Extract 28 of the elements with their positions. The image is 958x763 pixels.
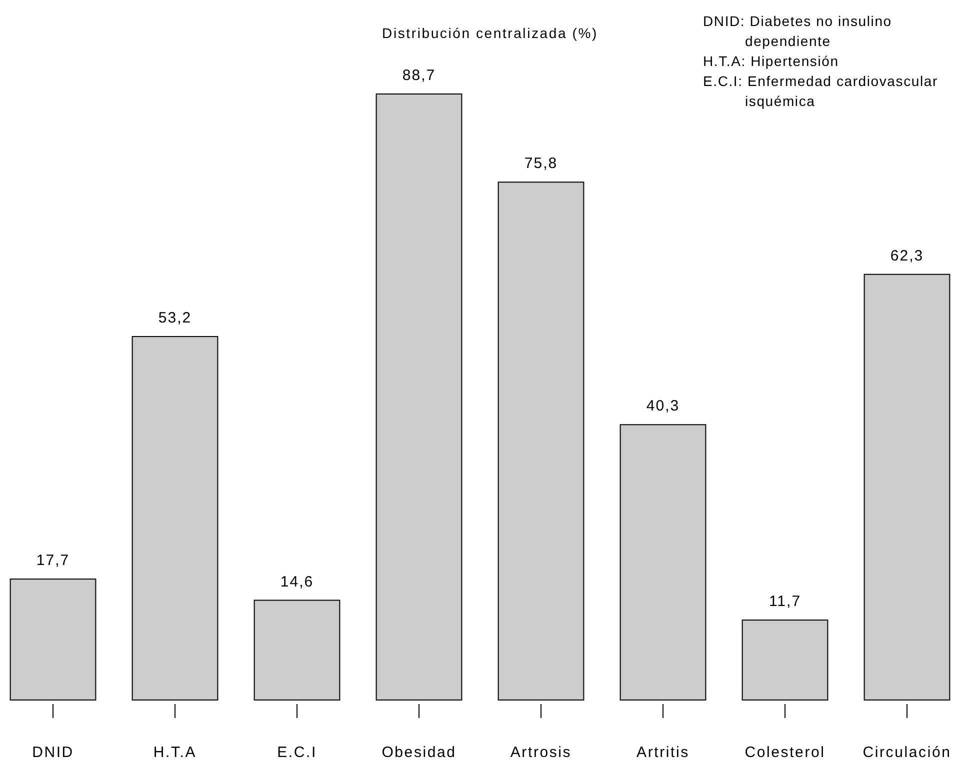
- annotation: E.C.I: Enfermedad cardiovascular isquémica: [703, 73, 938, 109]
- bar: [10, 578, 96, 700]
- x-tick-label: E.C.I: [277, 744, 317, 761]
- data-label: 53,2: [158, 310, 192, 327]
- x-tick-label: H.T.A: [153, 744, 197, 761]
- bar: [742, 620, 828, 700]
- text: H.T.A: Hipertensión: [703, 53, 839, 69]
- x-tick-label: Artrosis: [510, 744, 572, 761]
- data-label: 62,3: [890, 247, 924, 264]
- data-label: 14,6: [280, 573, 314, 590]
- bar: [376, 94, 462, 700]
- x-tick-label: Colesterol: [744, 744, 826, 761]
- x-tick-label: Obesidad: [382, 744, 456, 761]
- x-tick-label: DNID: [32, 744, 74, 761]
- x-tick-label: Circulación: [862, 744, 952, 761]
- text: DNID: Diabetes no insulino dependiente: [703, 13, 892, 49]
- bar: [132, 336, 218, 700]
- data-label: 17,7: [36, 552, 70, 570]
- chart-title: Distribución centralizada (%): [382, 25, 598, 41]
- data-label: 75,8: [524, 155, 558, 172]
- bar: [254, 600, 340, 700]
- data-label: 40,3: [646, 398, 680, 415]
- data-label: 88,7: [402, 67, 436, 84]
- data-label: 11,7: [768, 593, 802, 610]
- x-tick-label: Artritis: [636, 744, 690, 761]
- bar: [864, 274, 950, 700]
- bar: [498, 182, 584, 700]
- bar: [620, 424, 706, 700]
